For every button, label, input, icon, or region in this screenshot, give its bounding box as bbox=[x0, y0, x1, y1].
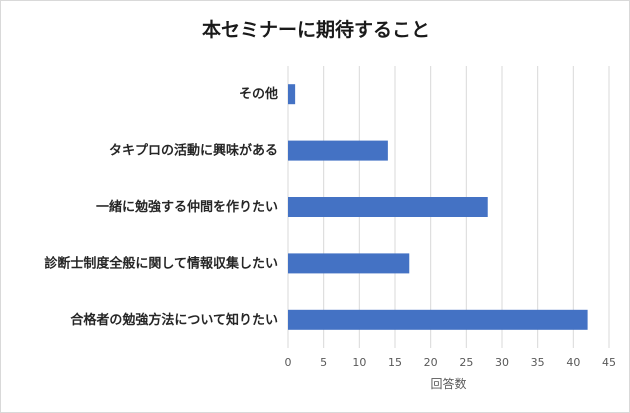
category-label-4: 合格者の勉強方法について知りたい bbox=[70, 312, 278, 328]
bar-0 bbox=[288, 84, 296, 105]
x-axis-title: 回答数 bbox=[430, 376, 466, 391]
bar-2 bbox=[288, 197, 488, 217]
x-tick-label-30: 30 bbox=[495, 356, 509, 369]
x-tick-label-40: 40 bbox=[566, 356, 580, 369]
x-tick-label-0: 0 bbox=[285, 356, 292, 369]
x-tick-label-35: 35 bbox=[531, 356, 545, 369]
bar-3 bbox=[288, 253, 410, 274]
bar-1 bbox=[288, 140, 388, 161]
category-label-0: その他 bbox=[239, 86, 278, 102]
category-label-2: 一緒に勉強する仲間を作りたい bbox=[96, 199, 278, 215]
category-label-1: タキプロの活動に興味がある bbox=[109, 143, 278, 159]
x-tick-label-45: 45 bbox=[602, 356, 616, 369]
bar-4 bbox=[288, 309, 588, 330]
category-label-3: 診断士制度全般に関して情報収集したい bbox=[44, 255, 278, 271]
x-tick-label-10: 10 bbox=[352, 356, 366, 369]
chart-title: 本セミナーに期待すること bbox=[201, 19, 430, 41]
x-tick-label-20: 20 bbox=[424, 356, 438, 369]
x-tick-label-15: 15 bbox=[388, 356, 402, 369]
x-tick-label-5: 5 bbox=[320, 356, 327, 369]
x-tick-label-25: 25 bbox=[459, 356, 473, 369]
